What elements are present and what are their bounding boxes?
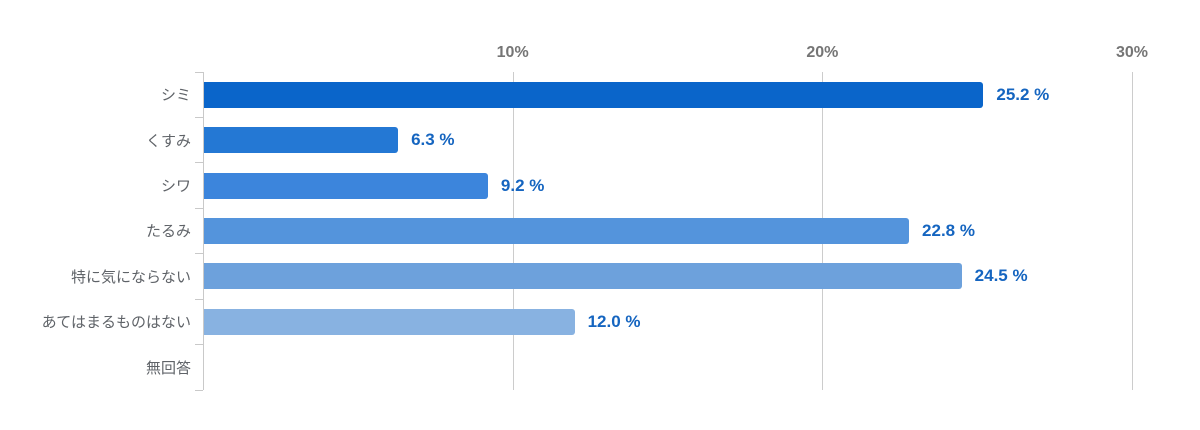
bar-row: あてはまるものはない 12.0 % bbox=[42, 299, 1132, 344]
y-axis-tick bbox=[195, 344, 203, 346]
y-axis-tick bbox=[195, 207, 203, 209]
value-label: 9.2 % bbox=[500, 175, 545, 195]
category-label: 無回答 bbox=[145, 359, 191, 377]
y-axis-tick bbox=[195, 298, 203, 300]
gridline-30 bbox=[1132, 72, 1133, 390]
bar bbox=[203, 308, 575, 335]
bar bbox=[203, 172, 488, 199]
bar-row: 特に気にならない 24.5 % bbox=[71, 254, 1132, 299]
bar-row: くすみ 6.3 % bbox=[146, 117, 1132, 162]
category-label: くすみ bbox=[145, 132, 191, 150]
value-label: 25.2 % bbox=[996, 84, 1050, 104]
bar bbox=[203, 217, 910, 244]
category-label: たるみ bbox=[145, 223, 191, 241]
category-label: 特に気にならない bbox=[70, 268, 191, 286]
value-label: 12.0 % bbox=[587, 311, 641, 331]
y-axis-line bbox=[203, 72, 204, 390]
bar bbox=[203, 263, 962, 290]
category-label: あてはまるものはない bbox=[41, 314, 191, 332]
x-tick-label-30: 30% bbox=[1115, 44, 1149, 61]
y-axis-tick bbox=[195, 253, 203, 255]
plot-area: シミ 25.2 % くすみ 6.3 % シワ 9.2 % たるみ 22.8 % … bbox=[42, 44, 1148, 391]
value-label: 22.8 % bbox=[922, 220, 975, 240]
bar-row: シミ 25.2 % bbox=[161, 72, 1132, 117]
value-label: 6.3 % bbox=[411, 130, 455, 150]
bar bbox=[203, 127, 399, 154]
x-tick-label-10: 10% bbox=[496, 44, 529, 61]
y-axis-tick bbox=[195, 162, 203, 164]
category-label: シワ bbox=[160, 178, 191, 196]
bar-row: 無回答 bbox=[146, 345, 1132, 390]
category-label: シミ bbox=[160, 87, 191, 105]
value-label: 24.5 % bbox=[974, 266, 1028, 286]
y-axis-tick bbox=[195, 116, 203, 118]
y-axis-tick bbox=[195, 389, 203, 391]
bar bbox=[203, 81, 984, 108]
bar-rows: シミ 25.2 % くすみ 6.3 % シワ 9.2 % たるみ 22.8 % … bbox=[42, 72, 1132, 390]
bar-row: シワ 9.2 % bbox=[161, 163, 1132, 208]
y-axis-tick bbox=[195, 71, 203, 73]
bar-row: たるみ 22.8 % bbox=[146, 208, 1132, 253]
x-tick-label-20: 20% bbox=[806, 44, 839, 61]
